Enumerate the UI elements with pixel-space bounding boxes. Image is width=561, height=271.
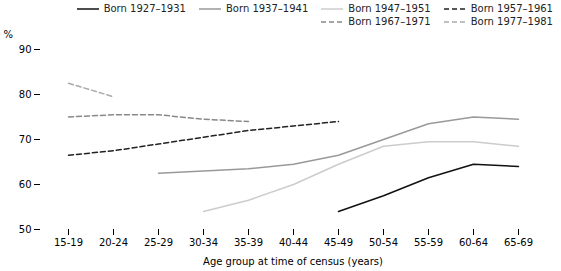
svg-text:30-34: 30-34: [189, 237, 218, 248]
html-text:Born 1937–1941: Born 1937–1941: [226, 3, 309, 14]
svg-text:Age group at time of census (y: Age group at time of census (years): [203, 256, 383, 267]
svg-text:90: 90: [19, 44, 32, 55]
svg-text:35-39: 35-39: [234, 237, 263, 248]
svg-text:45-49: 45-49: [324, 237, 353, 248]
svg-text:55-59: 55-59: [414, 237, 443, 248]
html-text:Born 1967–1971: Born 1967–1971: [348, 16, 431, 27]
svg-text:60-64: 60-64: [459, 237, 488, 248]
svg-text:70: 70: [19, 134, 32, 145]
html-text:Born 1947–1951: Born 1947–1951: [348, 3, 431, 14]
svg-text:80: 80: [19, 89, 32, 100]
html-text:Born 1927–1931: Born 1927–1931: [103, 3, 186, 14]
svg-text:40-44: 40-44: [279, 237, 308, 248]
svg-text:20-24: 20-24: [99, 237, 128, 248]
svg-text:60: 60: [19, 179, 32, 190]
svg-text:65-69: 65-69: [504, 237, 533, 248]
svg-text:50: 50: [19, 224, 32, 235]
svg-text:15-19: 15-19: [54, 237, 83, 248]
svg-text:25-29: 25-29: [144, 237, 173, 248]
html-text:Born 1977–1981: Born 1977–1981: [470, 16, 553, 27]
svg-text:50-54: 50-54: [369, 237, 398, 248]
html-text:Born 1957–1961: Born 1957–1961: [470, 3, 553, 14]
svg-text:%: %: [4, 29, 14, 40]
